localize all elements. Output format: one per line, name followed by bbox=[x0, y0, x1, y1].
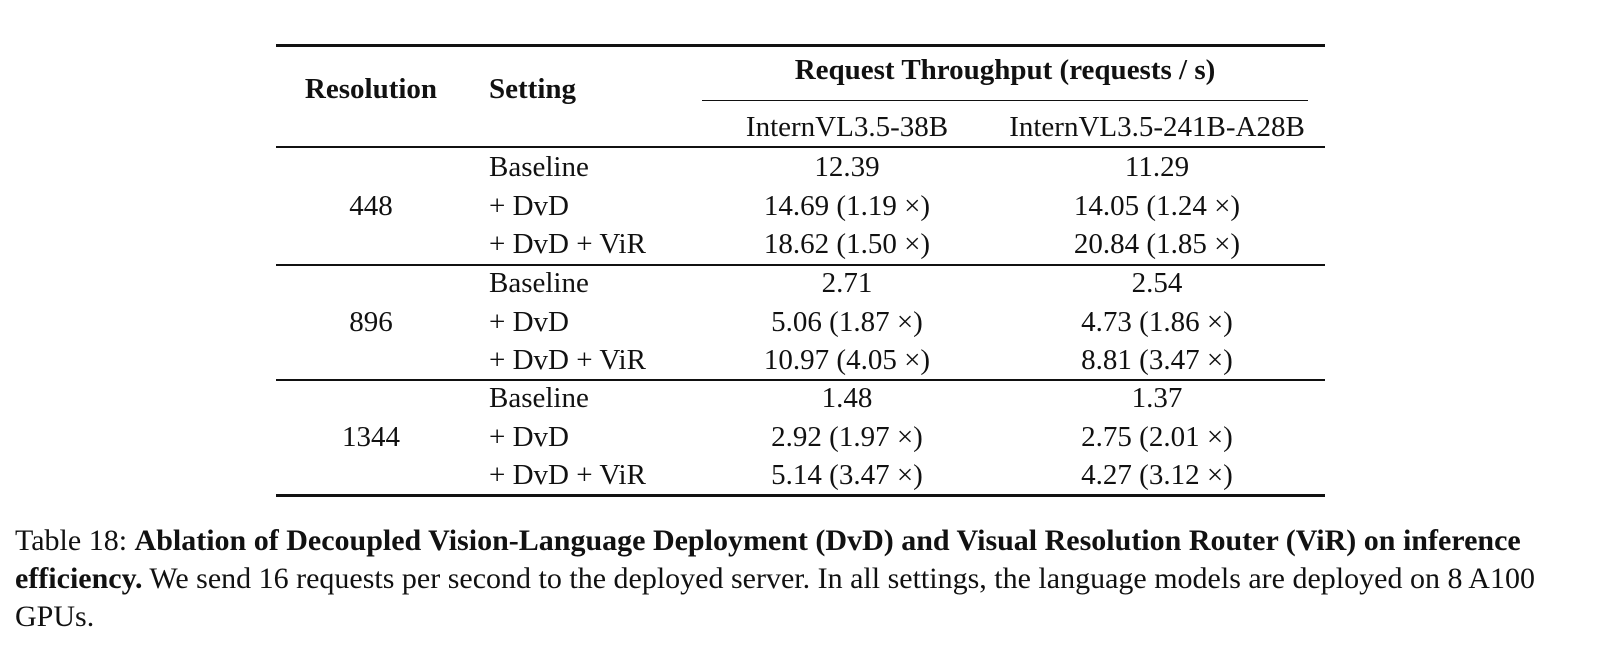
group-divider-rule bbox=[276, 264, 1325, 266]
cell-setting: + DvD bbox=[489, 189, 569, 222]
cell-model-a: 18.62 (1.50 ×) bbox=[763, 228, 931, 260]
cell-setting: Baseline bbox=[489, 151, 589, 183]
table-top-rule bbox=[276, 44, 1325, 47]
cell-model-b: 4.73 (1.86 ×) bbox=[1081, 305, 1233, 338]
header-group-rule bbox=[702, 100, 1308, 101]
cell-model-a: 2.71 bbox=[821, 267, 873, 299]
cell-model-b: 2.75 (2.01 ×) bbox=[1081, 420, 1233, 453]
cell-setting: + DvD bbox=[489, 305, 569, 338]
cell-model-b: 20.84 (1.85 ×) bbox=[1073, 228, 1241, 260]
caption-label: Table 18: bbox=[15, 524, 135, 557]
caption-title: Ablation of Decoupled Vision-Language De… bbox=[15, 524, 1521, 595]
cell-model-b: 4.27 (3.12 ×) bbox=[1081, 459, 1233, 491]
cell-setting: Baseline bbox=[489, 382, 589, 414]
cell-model-a: 5.14 (3.47 ×) bbox=[771, 459, 923, 491]
header-throughput-group: Request Throughput (requests / s) bbox=[794, 54, 1216, 86]
cell-resolution: 1344 bbox=[342, 420, 400, 453]
header-bottom-rule bbox=[276, 146, 1325, 148]
cell-model-a: 14.69 (1.19 ×) bbox=[763, 189, 931, 222]
header-resolution: Resolution bbox=[304, 73, 438, 105]
cell-resolution: 448 bbox=[349, 189, 393, 222]
cell-setting: + DvD + ViR bbox=[489, 228, 646, 260]
cell-model-b: 11.29 bbox=[1124, 151, 1190, 183]
cell-setting: + DvD bbox=[489, 420, 569, 453]
cell-model-a: 10.97 (4.05 ×) bbox=[763, 344, 931, 376]
caption-body: We send 16 requests per second to the de… bbox=[15, 562, 1535, 633]
cell-model-a: 5.06 (1.87 ×) bbox=[771, 305, 923, 338]
cell-model-a: 1.48 bbox=[821, 382, 873, 414]
table-caption: Table 18: Ablation of Decoupled Vision-L… bbox=[15, 522, 1605, 636]
header-model-a: InternVL3.5-38B bbox=[745, 111, 949, 143]
header-model-b: InternVL3.5-241B-A28B bbox=[1009, 111, 1305, 143]
cell-setting: Baseline bbox=[489, 267, 589, 299]
cell-model-a: 12.39 bbox=[814, 151, 880, 183]
cell-model-b: 8.81 (3.47 ×) bbox=[1081, 344, 1233, 376]
cell-model-a: 2.92 (1.97 ×) bbox=[771, 420, 923, 453]
table-bottom-rule bbox=[276, 494, 1325, 497]
header-setting: Setting bbox=[489, 73, 576, 105]
group-divider-rule bbox=[276, 379, 1325, 381]
cell-model-b: 2.54 bbox=[1131, 267, 1183, 299]
cell-setting: + DvD + ViR bbox=[489, 459, 646, 491]
cell-model-b: 14.05 (1.24 ×) bbox=[1073, 189, 1241, 222]
cell-setting: + DvD + ViR bbox=[489, 344, 646, 376]
cell-resolution: 896 bbox=[349, 305, 393, 338]
cell-model-b: 1.37 bbox=[1131, 382, 1183, 414]
